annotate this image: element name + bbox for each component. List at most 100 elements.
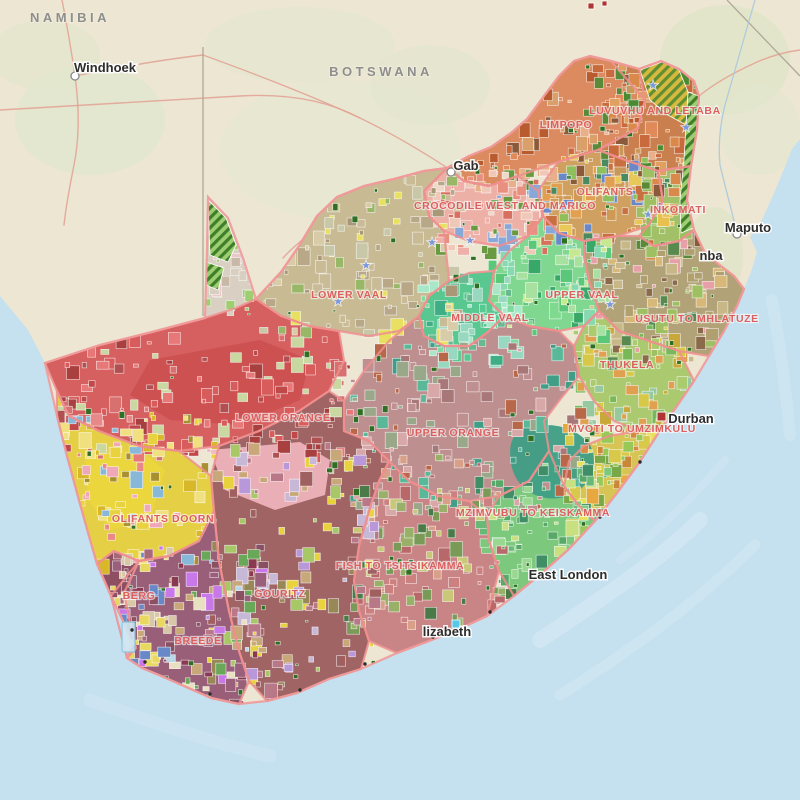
- land-parcel: [633, 154, 639, 160]
- land-parcel: [308, 656, 314, 663]
- land-parcel: [230, 444, 241, 458]
- land-parcel: [692, 267, 698, 272]
- land-parcel: [583, 309, 596, 326]
- land-parcel: [650, 348, 659, 357]
- land-parcel: [594, 246, 606, 258]
- land-parcel: [126, 415, 133, 423]
- land-parcel: [518, 122, 531, 138]
- land-parcel: [403, 527, 415, 539]
- land-parcel: [81, 465, 91, 476]
- land-parcel: [291, 283, 305, 294]
- land-parcel: [413, 533, 426, 546]
- land-parcel: [666, 208, 672, 215]
- land-parcel: [562, 249, 570, 256]
- land-parcel: [558, 536, 567, 545]
- protected-area-hatches: [205, 61, 700, 291]
- land-parcel: [560, 126, 566, 133]
- land-parcel: [663, 326, 668, 330]
- land-parcel: [467, 176, 475, 182]
- limpopo-river: [718, 0, 756, 166]
- land-parcel: [509, 520, 514, 524]
- ocean-shading: [83, 294, 796, 763]
- land-parcel: [501, 302, 508, 308]
- land-parcel: [599, 126, 606, 132]
- land-parcel: [504, 223, 513, 230]
- land-parcel: [558, 213, 569, 222]
- land-parcel: [111, 427, 119, 434]
- land-parcel: [607, 258, 618, 265]
- land-parcel: [438, 352, 449, 362]
- land-parcel: [304, 289, 310, 294]
- land-parcel: [365, 262, 375, 271]
- land-parcel: [463, 353, 472, 362]
- land-parcel: [428, 265, 436, 273]
- land-parcel: [567, 125, 574, 133]
- land-parcel: [572, 330, 579, 336]
- land-parcel: [513, 583, 518, 588]
- country-label-namibia: NAMIBIA: [30, 10, 110, 25]
- land-parcel: [264, 669, 271, 677]
- land-parcel: [618, 428, 625, 433]
- land-parcel: [695, 336, 706, 350]
- land-parcel: [385, 567, 394, 575]
- wma-label-upper-vaal: UPPER VAAL: [546, 289, 619, 301]
- land-parcel: [643, 194, 657, 213]
- land-parcel: [565, 282, 571, 286]
- land-parcel: [609, 395, 617, 403]
- land-parcel: [497, 223, 502, 228]
- land-parcel: [81, 396, 88, 403]
- land-parcel: [353, 454, 367, 466]
- land-parcel: [565, 434, 575, 446]
- land-parcel: [511, 535, 520, 542]
- land-parcel: [388, 601, 400, 613]
- land-parcel: [446, 176, 459, 187]
- dam-star-icon: ★: [333, 296, 343, 308]
- land-parcel: [649, 196, 653, 200]
- land-parcel: [356, 585, 366, 594]
- land-parcel: [638, 435, 651, 450]
- land-parcel: [390, 237, 396, 243]
- land-parcel: [521, 258, 529, 264]
- land-parcel: [641, 157, 649, 164]
- land-parcel: [492, 228, 498, 235]
- land-parcel: [461, 597, 467, 605]
- land-parcel: [364, 559, 374, 568]
- land-parcel: [585, 192, 596, 201]
- land-parcel: [324, 442, 331, 450]
- land-parcel: [430, 187, 437, 194]
- land-parcel: [588, 158, 593, 162]
- land-parcel: [451, 311, 460, 322]
- land-parcel: [106, 466, 119, 478]
- land-parcel: [448, 217, 461, 229]
- land-parcel: [183, 479, 197, 492]
- land-parcel: [274, 640, 281, 646]
- land-parcel: [378, 490, 389, 499]
- land-parcel: [237, 392, 249, 402]
- land-parcel: [450, 189, 456, 196]
- land-parcel: [445, 455, 451, 461]
- land-parcel: [299, 471, 313, 487]
- land-parcel: [516, 271, 528, 280]
- land-parcel: [621, 455, 632, 469]
- land-parcel: [387, 476, 393, 482]
- land-parcel: [442, 589, 455, 602]
- land-parcel: [62, 431, 70, 440]
- land-parcel: [411, 231, 424, 245]
- land-parcel: [553, 521, 559, 525]
- wma-label-mzimvubu-keiskamma: MZIMVUBU TO KEISKAMMA: [456, 507, 610, 519]
- land-parcel: [425, 465, 432, 471]
- land-parcel: [426, 551, 433, 559]
- land-parcel: [573, 189, 583, 203]
- wma-label-berg: BERG: [123, 590, 156, 602]
- land-parcel: [638, 418, 647, 427]
- land-parcel: [535, 554, 548, 569]
- land-parcel: [107, 533, 116, 541]
- land-parcel: [508, 522, 514, 527]
- land-parcel: [525, 452, 530, 456]
- land-parcel: [672, 279, 678, 286]
- land-parcel: [561, 237, 568, 245]
- land-parcel: [636, 434, 644, 441]
- land-parcel: [636, 206, 650, 218]
- land-parcel: [478, 303, 487, 314]
